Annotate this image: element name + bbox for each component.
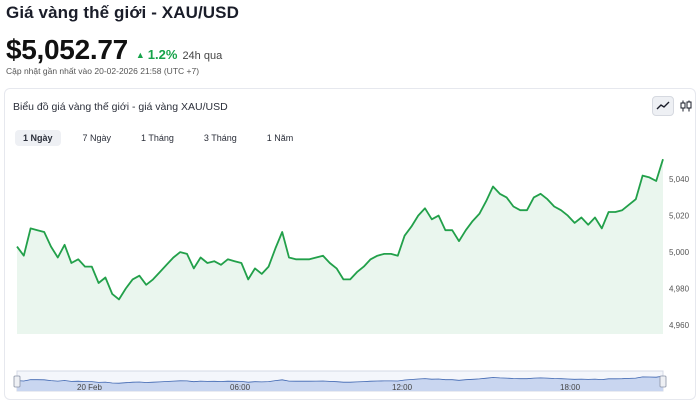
tab-7-days[interactable]: 7 Ngày xyxy=(82,133,112,143)
y-tick-label: 5,040 xyxy=(669,175,690,184)
y-tick-label: 4,980 xyxy=(669,285,690,294)
line-chart-toggle[interactable] xyxy=(652,96,674,116)
change-percent: 1.2% xyxy=(147,47,178,62)
range-navigator[interactable]: 20 Feb 06:00 12:00 18:00 xyxy=(13,370,667,392)
navigator-right-handle[interactable] xyxy=(659,375,667,388)
current-price: $5,052.77 xyxy=(6,34,128,65)
navigator-plot xyxy=(16,375,664,391)
navigator-label: 20 Feb xyxy=(77,383,102,392)
arrow-up-icon: ▲ xyxy=(135,50,145,60)
y-tick-label: 4,960 xyxy=(669,321,690,330)
navigator-label: 18:00 xyxy=(560,383,581,392)
price-row: $5,052.77 ▲ 1.2% 24h qua xyxy=(6,34,222,68)
navigator-label: 12:00 xyxy=(392,383,413,392)
chart-title: Biểu đồ giá vàng thế giới - giá vàng XAU… xyxy=(13,101,228,113)
chart-card: Biểu đồ giá vàng thế giới - giá vàng XAU… xyxy=(4,88,696,400)
price-change: ▲ 1.2% xyxy=(136,47,178,62)
navigator-area xyxy=(17,376,663,391)
last-updated: Cập nhật gần nhất vào 20-02-2026 21:58 (… xyxy=(6,66,200,76)
price-chart: 5,040 5,020 5,000 4,980 4,960 20 Feb 06:… xyxy=(13,158,690,392)
tab-1-year[interactable]: 1 Năm xyxy=(266,133,294,143)
main-plot xyxy=(16,158,664,334)
y-axis: 5,040 5,020 5,000 4,980 4,960 xyxy=(669,175,690,330)
y-tick-label: 5,020 xyxy=(669,212,690,221)
price-area xyxy=(17,159,663,334)
tab-1-month[interactable]: 1 Tháng xyxy=(141,133,174,143)
tab-1-day[interactable]: 1 Ngày xyxy=(15,130,61,146)
y-tick-label: 5,000 xyxy=(669,248,690,257)
candlestick-toggle[interactable] xyxy=(675,96,697,116)
range-tabs: 1 Ngày 7 Ngày 1 Tháng 3 Tháng 1 Năm xyxy=(15,130,315,146)
candlestick-icon xyxy=(680,100,692,112)
navigator-line xyxy=(16,375,664,384)
price-line xyxy=(16,158,664,301)
line-chart-icon xyxy=(656,101,670,110)
navigator-left-handle[interactable] xyxy=(13,375,21,388)
navigator-label: 06:00 xyxy=(230,383,251,392)
tab-3-months[interactable]: 3 Tháng xyxy=(203,133,237,143)
page-title: Giá vàng thế giới - XAU/USD xyxy=(6,3,239,22)
change-period: 24h qua xyxy=(182,50,223,62)
